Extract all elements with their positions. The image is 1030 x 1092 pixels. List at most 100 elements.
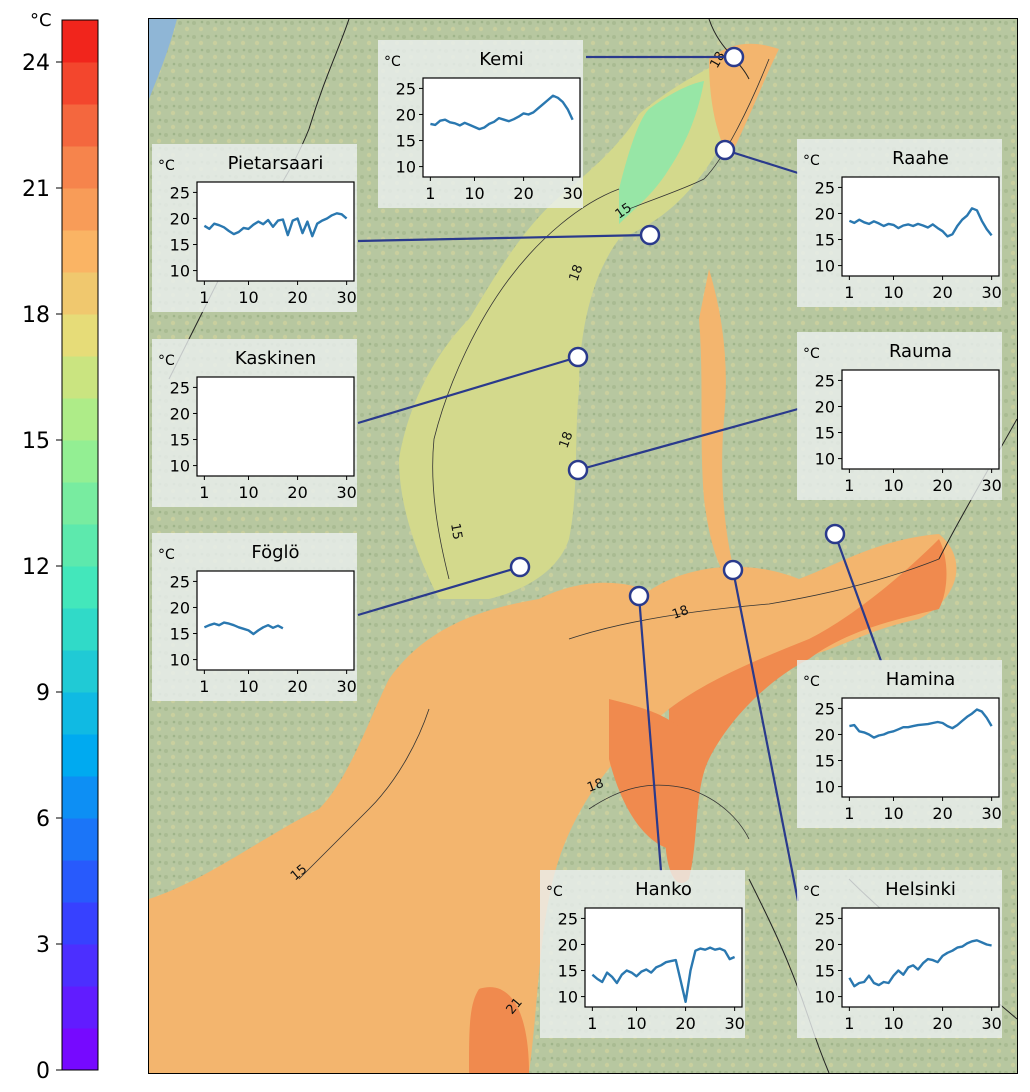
colorbar-band (62, 398, 98, 441)
inset-xtick-label: 20 (932, 1014, 952, 1033)
inset-unit-label: °C (803, 346, 820, 362)
inset-ytick-label: 25 (170, 378, 190, 397)
colorbar-band (62, 482, 98, 525)
colorbar-band (62, 272, 98, 315)
inset-xtick-label: 1 (199, 677, 209, 696)
inset-series-line (591, 946, 736, 1004)
connector-kaskinen (357, 355, 579, 425)
colorbar-tick-label: 18 (22, 303, 50, 328)
inset-series-line (849, 708, 993, 739)
inset-chart: °C Kemi 25 20 15 10 1 10 20 30 (384, 49, 583, 203)
inset-xtick-label: 1 (199, 483, 209, 502)
inset-chart: °C Raahe 25 20 15 10 1 10 20 30 (803, 148, 1002, 302)
inset-xtick-label: 30 (981, 804, 1001, 823)
inset-ytick-label: 15 (815, 231, 835, 250)
station-marker-helsinki[interactable] (722, 559, 744, 581)
inset-ytick-label: 10 (558, 988, 578, 1007)
inset-xtick-label: 20 (932, 283, 952, 302)
colorbar-band (62, 62, 98, 105)
inset-xtick-label: 10 (626, 1014, 646, 1033)
inset-helsinki: °C Helsinki 25 20 15 10 1 10 20 30 (797, 870, 1002, 1038)
station-marker-pietarsaari[interactable] (639, 224, 661, 246)
inset-ytick-label: 15 (396, 132, 416, 151)
inset-xtick-label: 1 (844, 1014, 854, 1033)
inset-ytick-label: 20 (170, 404, 190, 423)
inset-ytick-label: 25 (815, 371, 835, 390)
inset-rauma: °C Rauma 25 20 15 10 1 10 20 30 (797, 332, 1002, 500)
inset-ytick-label: 15 (558, 962, 578, 981)
station-marker-kemi[interactable] (723, 46, 745, 68)
colorbar-band (62, 146, 98, 189)
inset-xtick-label: 20 (287, 288, 307, 307)
inset-title: Hanko (635, 879, 692, 900)
colorbar-bands (62, 20, 98, 1071)
inset-xtick-label: 30 (981, 283, 1001, 302)
inset-axes-frame (841, 697, 1000, 798)
inset-title: Kemi (479, 49, 524, 70)
inset-chart: °C Rauma 25 20 15 10 1 10 20 30 (803, 341, 1002, 495)
temperature-colorbar: °C 24 21 18 15 12 9 6 3 0 (0, 0, 140, 1088)
colorbar-band (62, 986, 98, 1029)
inset-xtick-label: 30 (981, 1014, 1001, 1033)
station-markers (509, 46, 846, 607)
inset-title: Raahe (892, 148, 949, 169)
inset-series-line (203, 212, 348, 238)
contour-label: 18 (557, 430, 577, 451)
station-marker-hanko[interactable] (628, 585, 650, 607)
connector-rauma (577, 407, 799, 472)
inset-kemi: °C Kemi 25 20 15 10 1 10 20 30 (378, 40, 583, 208)
colorbar-band (62, 692, 98, 735)
inset-ytick-label: 20 (815, 397, 835, 416)
inset-raahe: °C Raahe 25 20 15 10 1 10 20 30 (797, 139, 1002, 307)
inset-hanko: °C Hanko 25 20 15 10 1 10 20 30 (540, 870, 745, 1038)
inset-ytick-label: 20 (558, 935, 578, 954)
inset-ytick-label: 25 (815, 909, 835, 928)
inset-pietarsaari: °C Pietarsaari 25 20 15 10 1 10 20 30 (152, 144, 357, 312)
contour-lines (298, 58, 940, 880)
contour-label: 18 (567, 263, 587, 284)
colorbar-band (62, 524, 98, 567)
connector-hamina (833, 533, 883, 662)
inset-ytick-label: 25 (170, 183, 190, 202)
sea-bothnian-sea (399, 59, 740, 599)
inset-ytick-label: 25 (815, 699, 835, 718)
inset-xtick-label: 20 (675, 1014, 695, 1033)
station-marker-kaskinen[interactable] (567, 346, 589, 368)
station-marker-föglö[interactable] (509, 556, 531, 578)
sea-norwegian (149, 19, 177, 99)
sea-gulf-of-finland (665, 539, 947, 883)
inset-xtick-label: 20 (287, 677, 307, 696)
inset-xtick-label: 30 (724, 1014, 744, 1033)
inset-title: Hamina (886, 669, 956, 690)
inset-axes-frame (841, 907, 1000, 1008)
inset-xtick-label: 30 (336, 483, 356, 502)
contour-label: 18 (670, 603, 691, 623)
connector-pietarsaari (357, 233, 651, 243)
colorbar-tick-label: 3 (36, 933, 50, 958)
colorbar-band (62, 104, 98, 147)
inset-title: Kaskinen (235, 348, 316, 369)
inset-xtick-label: 30 (562, 184, 582, 203)
inset-hamina: °C Hamina 25 20 15 10 1 10 20 30 (797, 660, 1002, 828)
inset-xtick-label: 10 (238, 677, 258, 696)
inset-ytick-label: 20 (396, 105, 416, 124)
inset-ytick-label: 25 (170, 572, 190, 591)
station-marker-rauma[interactable] (567, 459, 589, 481)
inset-xtick-label: 30 (981, 476, 1001, 495)
connector-raahe (724, 148, 799, 175)
inset-xtick-label: 1 (844, 283, 854, 302)
inset-xtick-label: 10 (883, 283, 903, 302)
colorbar-tick-label: 12 (22, 555, 50, 580)
inset-ytick-label: 10 (815, 257, 835, 276)
colorbar-tick-label: 0 (36, 1059, 50, 1084)
inset-ytick-label: 25 (815, 178, 835, 197)
inset-unit-label: °C (803, 153, 820, 169)
station-marker-hamina[interactable] (824, 523, 846, 545)
inset-unit-label: °C (546, 884, 563, 900)
station-marker-raahe[interactable] (714, 139, 736, 161)
inset-xtick-label: 10 (883, 804, 903, 823)
sea-riga-gulf (609, 699, 700, 849)
inset-unit-label: °C (384, 54, 401, 70)
inset-ytick-label: 10 (170, 262, 190, 281)
colorbar-ticks: 24 21 18 15 12 9 6 3 0 (22, 51, 62, 1084)
